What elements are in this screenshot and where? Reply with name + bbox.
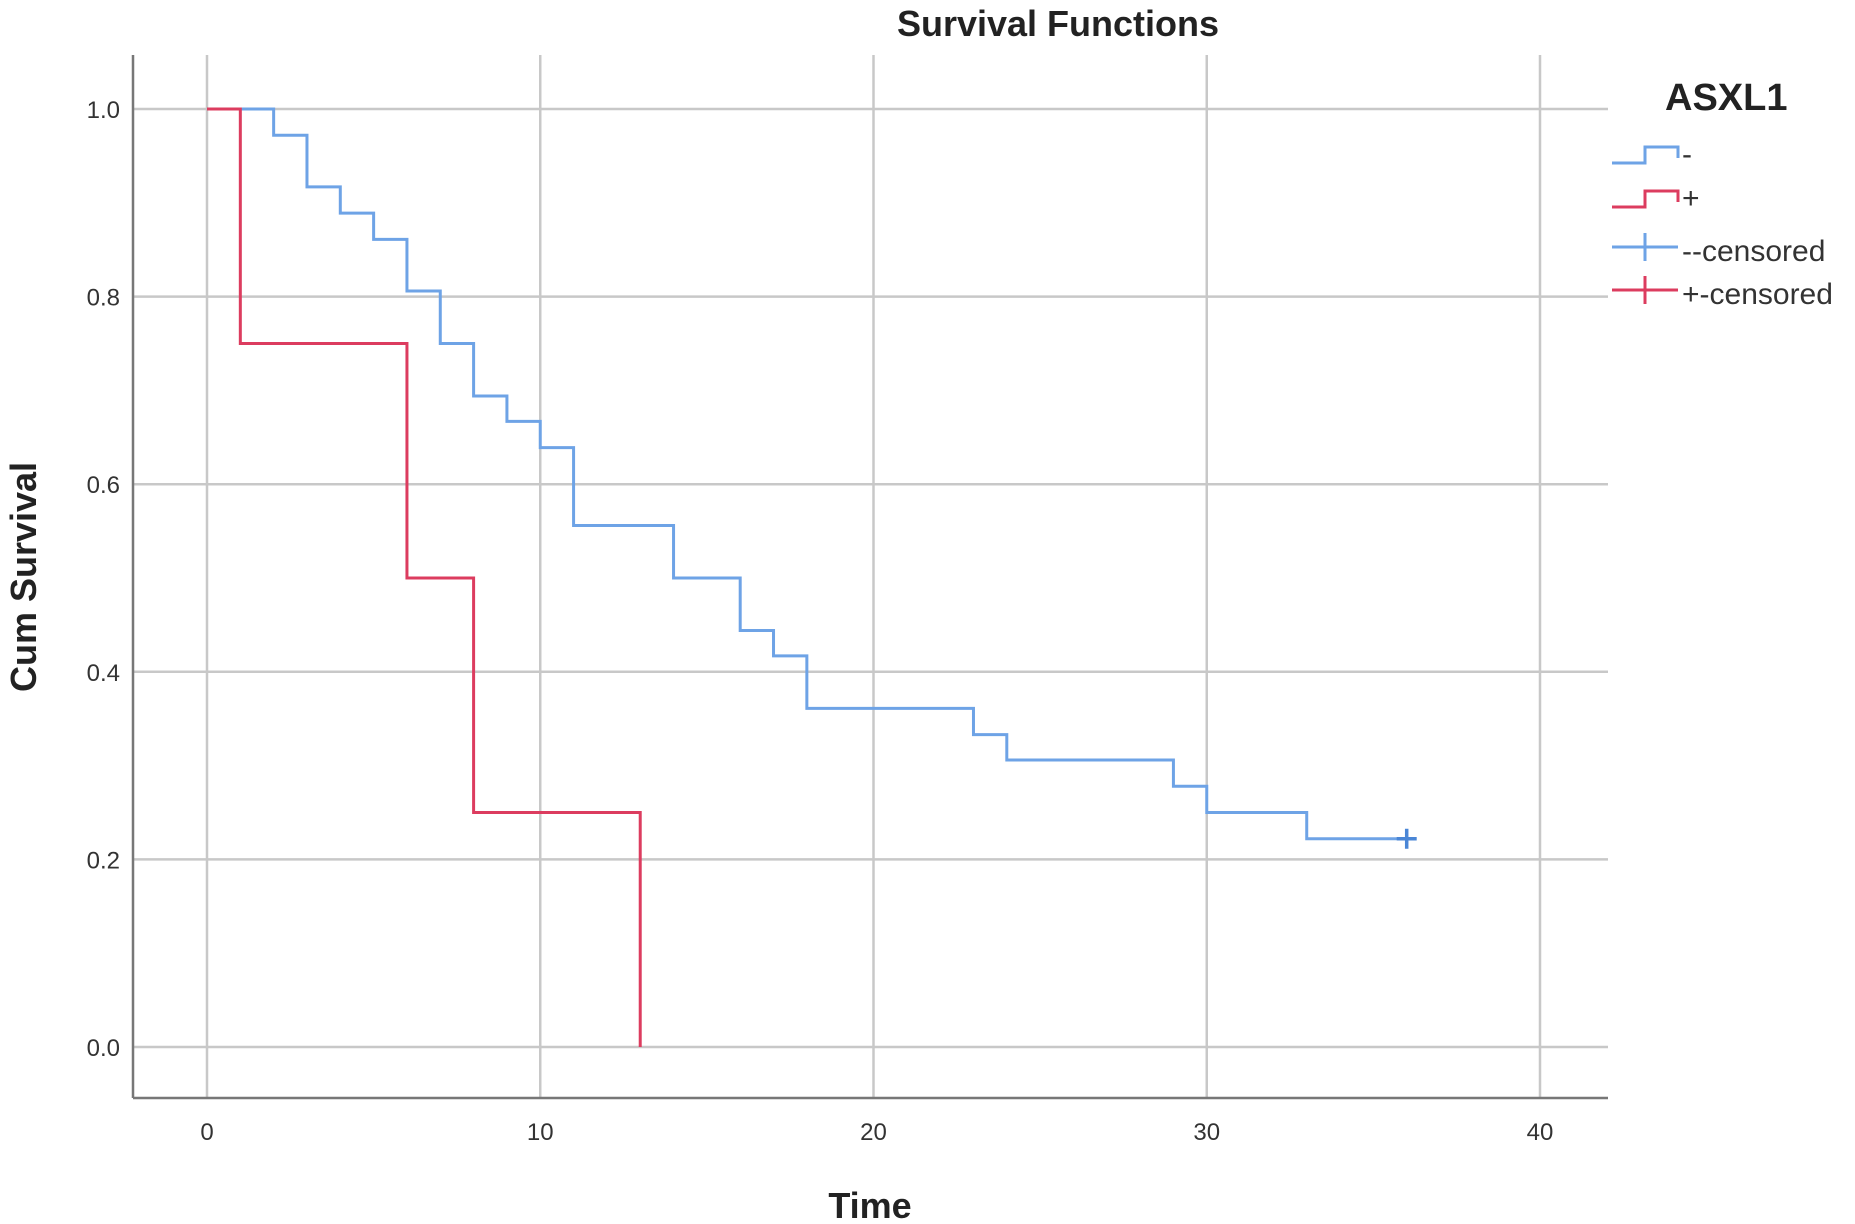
legend-step-icon <box>1612 145 1680 165</box>
legend: ASXL1 - + --censored +-censored <box>1612 77 1833 311</box>
legend-label: --censored <box>1682 235 1825 268</box>
y-tick-label: 0.0 <box>87 1035 120 1062</box>
legend-entry: + <box>1612 182 1700 215</box>
legend-entry: - <box>1612 138 1692 171</box>
x-tick-label: 10 <box>527 1119 554 1146</box>
x-tick-labels: 0 10 20 30 40 <box>200 1119 1553 1146</box>
x-axis-title: Time <box>828 1185 911 1224</box>
legend-step-icon <box>1612 189 1680 209</box>
chart-title: Survival Functions <box>897 3 1219 44</box>
axes <box>131 55 1608 1100</box>
x-tick-label: 0 <box>200 1119 213 1146</box>
y-axis-title: Cum Survival <box>3 462 44 692</box>
y-tick-label: 0.8 <box>87 285 120 312</box>
y-tick-label: 0.2 <box>87 847 120 874</box>
legend-entry: +-censored <box>1612 276 1833 311</box>
legend-title: ASXL1 <box>1665 77 1787 119</box>
y-tick-label: 0.4 <box>87 660 120 687</box>
y-tick-labels: 0.0 0.2 0.4 0.6 0.8 1.0 <box>87 97 120 1062</box>
series-lines <box>207 107 1417 1047</box>
y-tick-label: 1.0 <box>87 97 120 124</box>
grid <box>133 55 1608 1098</box>
x-tick-label: 40 <box>1527 1119 1554 1146</box>
legend-label: + <box>1682 182 1700 215</box>
series-line-positive <box>207 107 642 1047</box>
legend-entry: --censored <box>1612 233 1825 268</box>
x-tick-label: 30 <box>1193 1119 1220 1146</box>
x-tick-label: 20 <box>860 1119 887 1146</box>
legend-label: +-censored <box>1682 278 1833 311</box>
y-tick-label: 0.6 <box>87 472 120 499</box>
legend-label: - <box>1682 138 1692 171</box>
series-line-negative <box>207 107 1407 841</box>
